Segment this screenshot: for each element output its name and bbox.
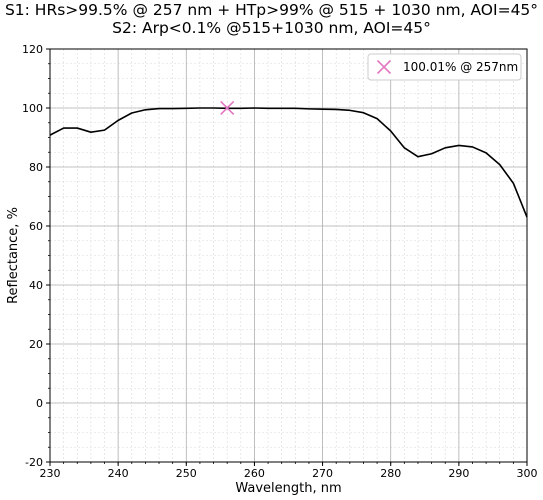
chart-title: S1: HRs>99.5% @ 257 nm + HTp>99% @ 515 +… [0, 1, 543, 37]
y-tick-label: 60 [29, 220, 43, 233]
x-tick-label: 240 [108, 467, 129, 480]
y-tick-label: 0 [36, 397, 43, 410]
data-marker-stroke [220, 100, 235, 116]
x-tick-label: 300 [517, 467, 538, 480]
y-tick-label: 40 [29, 279, 43, 292]
legend-entry: 100.01% @ 257nm [403, 60, 518, 74]
legend-marker-stroke [376, 59, 392, 75]
marker-layer [220, 100, 235, 116]
x-tick-label: 260 [244, 467, 265, 480]
y-tick-label: 120 [22, 43, 43, 56]
axis-ticks [46, 48, 528, 466]
y-tick-label: 80 [29, 161, 43, 174]
x-tick-label: 290 [448, 467, 469, 480]
reflectance-series-line [49, 107, 528, 218]
tick-labels: 230 240 250 260 270 280 290 300 -20 0 20 40 60 80 100 1… [22, 43, 538, 480]
y-tick-label: 100 [22, 102, 43, 115]
x-tick-label: 230 [40, 467, 61, 480]
legend-box [367, 53, 522, 81]
x-axis-label: Wavelength, nm [235, 481, 341, 496]
y-tick-label: 20 [29, 338, 43, 351]
y-tick-label: -20 [25, 456, 43, 469]
data-marker-x [220, 100, 235, 116]
x-tick-label: 280 [380, 467, 401, 480]
x-tick-label: 250 [176, 467, 197, 480]
minor-grid [49, 48, 528, 463]
series-layer [49, 107, 528, 218]
legend-marker-symbol [376, 59, 392, 75]
chart-title-line-2: S2: Arp<0.1% @515+1030 nm, AOI=45° [112, 19, 431, 37]
y-axis-label: Reflectance, % [6, 207, 21, 304]
legend: 100.01% @ 257nm [367, 53, 522, 81]
chart-title-line-1: S1: HRs>99.5% @ 257 nm + HTp>99% @ 515 +… [4, 1, 539, 19]
x-tick-label: 270 [312, 467, 333, 480]
